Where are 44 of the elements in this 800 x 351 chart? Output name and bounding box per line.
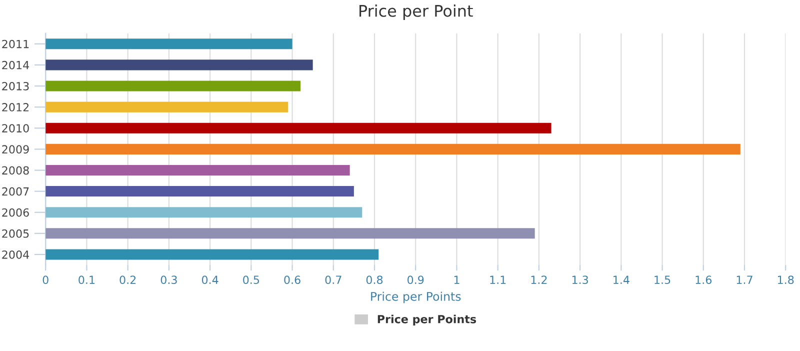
x-tick-label: 0.6 [284,276,300,284]
y-tick-label: 2006 [2,208,29,217]
y-tick-label: 2005 [2,229,29,238]
y-tick-label: 2004 [2,250,30,259]
x-tick-label: 0.7 [325,276,342,284]
bar [46,60,313,70]
x-tick-label: 0 [42,276,48,284]
bar [46,38,292,50]
x-tick-label: 1.4 [614,276,630,284]
x-tick-label: 1 [454,276,460,284]
x-tick-label: 1.1 [490,276,506,284]
x-tick-label: 0.5 [243,276,260,284]
x-tick-label: 1.3 [572,276,588,284]
x-axis-title: Price per Points [371,292,461,304]
x-tick-label: 1.6 [696,276,712,284]
bar [46,249,379,260]
x-tick-label: 0.2 [120,276,136,284]
x-tick-label: 0.1 [78,276,95,284]
x-tick-label: 0.9 [408,276,424,284]
bar [46,122,552,134]
x-tick-label: 0.8 [366,276,383,284]
text: Price per Points [378,314,476,326]
y-tick-label: 2011 [2,40,29,48]
bar [46,207,362,218]
x-tick-label: 1.7 [736,276,752,284]
x-tick-label: 1.5 [654,276,670,284]
x-tick-label: 0.4 [202,276,218,284]
y-tick-label: 2013 [2,82,29,90]
y-tick-label: 2008 [2,166,29,175]
x-tick-label: 0.3 [160,276,177,284]
x-tick-label: 1.8 [778,276,794,284]
bar [46,186,354,197]
bar [46,80,300,92]
bar [46,164,350,176]
y-tick-label: 2010 [2,124,29,132]
bar [46,228,535,239]
y-tick-label: 2012 [2,103,29,112]
y-tick-label: 2009 [2,145,29,154]
bar [46,144,740,154]
chart-title: Price per Point [360,4,473,20]
bar [46,102,288,112]
y-tick-label: 2007 [2,187,29,196]
y-tick-label: 2014 [2,60,30,70]
x-tick-label: 1.2 [531,276,547,284]
